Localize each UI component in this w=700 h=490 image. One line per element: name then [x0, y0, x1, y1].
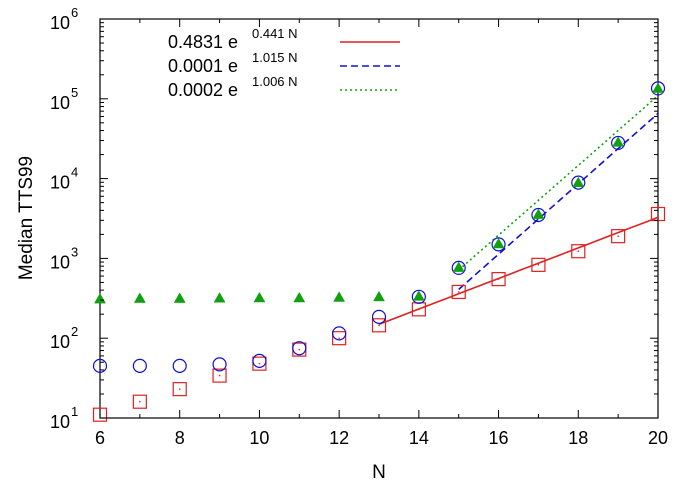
square-point-center: [577, 250, 580, 253]
triangle-point: [492, 237, 505, 249]
circle-point: [212, 357, 227, 372]
y-tick-base: 10: [50, 412, 70, 432]
square-point-center: [178, 388, 181, 390]
triangle-point: [452, 261, 465, 272]
x-tick-label: 8: [175, 428, 185, 448]
triangle-point: [612, 136, 625, 147]
triangle-point: [652, 82, 664, 93]
data-points: [92, 81, 666, 422]
square-point-center: [378, 324, 380, 327]
circle-point: [252, 353, 267, 368]
circle-point: [650, 81, 666, 96]
y-tick-base: 10: [50, 13, 70, 33]
square-point: [332, 331, 347, 346]
x-tick-label: 16: [489, 428, 509, 448]
legend-exponent-1: 0.441 N: [252, 26, 298, 41]
square-point: [92, 407, 108, 422]
square-point-center: [418, 308, 420, 311]
x-tick-label: 10: [249, 428, 269, 448]
square-point: [611, 229, 626, 244]
triangle-point: [572, 176, 585, 188]
circle-point: [451, 260, 466, 276]
legend-label-1: 0.4831 e: [168, 32, 238, 52]
circle-point: [491, 237, 506, 252]
square-point-center: [497, 278, 500, 280]
square-point: [132, 394, 147, 409]
square-point: [212, 368, 227, 383]
triangle-point: [412, 290, 425, 301]
y-tick-base: 10: [50, 252, 70, 272]
x-tick-label: 18: [568, 428, 588, 448]
y-axis-label: Median TTS99: [16, 156, 37, 280]
y-tick-base: 10: [50, 173, 70, 193]
fit-line-2: [458, 112, 659, 291]
square-point: [491, 272, 506, 287]
triangle-point: [293, 291, 306, 303]
y-tick-exponent: 1: [71, 404, 78, 419]
triangle-point: [532, 208, 545, 219]
square-point: [531, 257, 546, 272]
legend: 0.4831 e 0.441 N 0.0001 e 1.015 N 0.0002 e 1.…: [168, 26, 400, 100]
triangle-point: [253, 291, 266, 303]
y-tick-exponent: 5: [71, 85, 78, 100]
square-point-center: [617, 235, 619, 237]
square-point-center: [139, 400, 141, 403]
fit-line-1: [378, 216, 659, 326]
x-tick-label: 12: [329, 428, 349, 448]
circle-point: [292, 341, 307, 356]
circle-point: [172, 358, 187, 373]
y-tick-base: 10: [50, 93, 70, 113]
x-tick-label: 14: [409, 428, 429, 448]
square-point-center: [657, 213, 659, 215]
circle-point: [132, 358, 147, 373]
y-tick-exponent: 4: [71, 165, 78, 180]
square-point-center: [537, 264, 540, 266]
y-tick-exponent: 3: [71, 244, 78, 259]
circle-point: [92, 358, 108, 373]
y-tick-exponent: 6: [71, 5, 78, 20]
square-point-center: [298, 348, 301, 351]
square-point: [571, 244, 586, 259]
legend-exponent-3: 1.006 N: [252, 74, 298, 89]
square-point: [451, 284, 466, 300]
square-point-center: [258, 362, 261, 365]
triangle-point: [373, 290, 385, 302]
legend-exponent-2: 1.015 N: [252, 50, 298, 65]
triangle-point: [133, 292, 146, 303]
x-tick-label: 6: [95, 428, 105, 448]
square-point-center: [457, 291, 460, 293]
triangle-point: [213, 292, 226, 303]
triangle-point: [333, 291, 346, 302]
circle-point: [371, 309, 387, 324]
square-point-center: [218, 374, 221, 377]
circle-point: [332, 326, 347, 341]
triangle-point: [173, 292, 186, 303]
square-point: [371, 318, 387, 333]
square-point-center: [338, 337, 340, 340]
y-tick-base: 10: [50, 332, 70, 352]
legend-label-3: 0.0002 e: [168, 80, 238, 100]
x-tick-label: 20: [648, 428, 668, 448]
plot-frame: [99, 18, 659, 419]
circle-point: [531, 207, 546, 223]
square-point: [172, 382, 187, 397]
fit-line-3: [458, 95, 659, 271]
triangle-point: [94, 292, 106, 304]
y-tick-exponent: 2: [71, 324, 78, 339]
legend-label-2: 0.0001 e: [168, 56, 238, 76]
x-axis-label: N: [372, 462, 386, 483]
circle-point: [571, 175, 586, 190]
